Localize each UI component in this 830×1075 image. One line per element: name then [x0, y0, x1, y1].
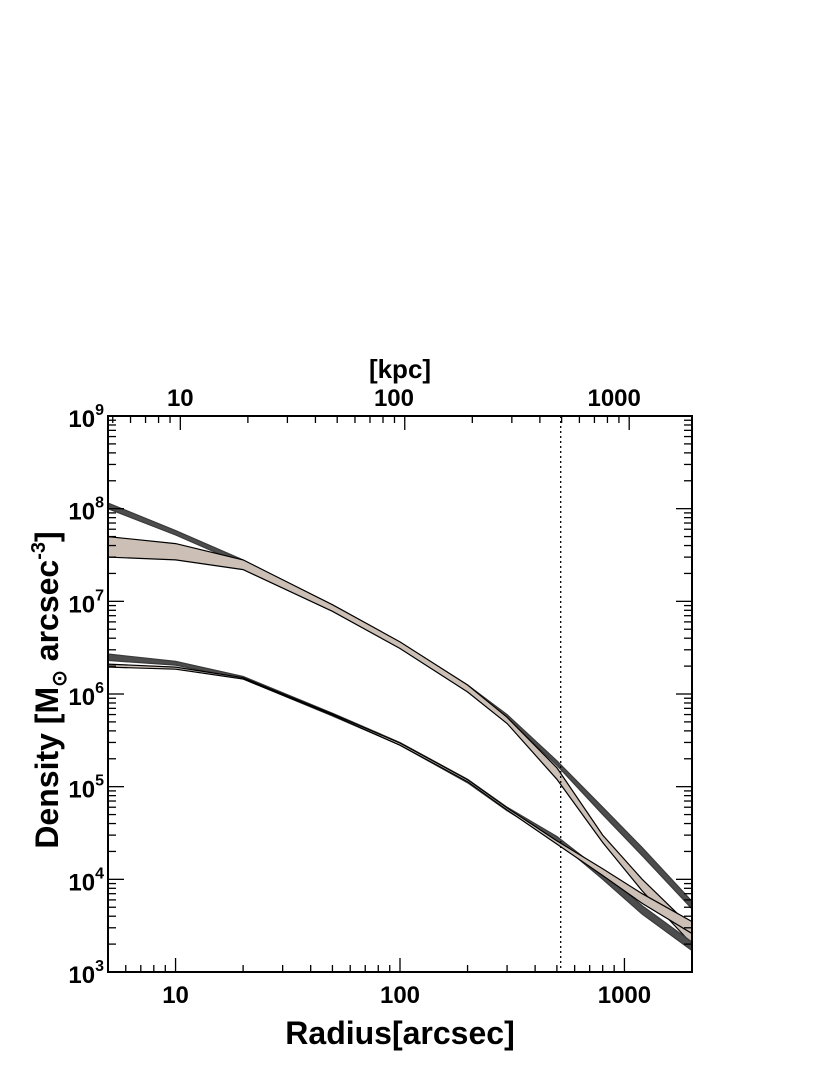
- y-tick-base: 10: [68, 406, 95, 433]
- y-tick-exp: 6: [95, 680, 104, 697]
- y-tick-label: 103: [68, 958, 104, 989]
- y-title-sup: -3: [28, 542, 50, 560]
- x-axis-title: Radius[arcsec]: [285, 1015, 514, 1051]
- y-tick-exp: 7: [95, 587, 104, 604]
- profile-band-1: [107, 502, 693, 911]
- y-tick-exp: 4: [95, 865, 104, 882]
- axis-ticks: [107, 415, 693, 973]
- x-tick-label: 10: [162, 982, 189, 1009]
- y-title-pre: Density [M: [29, 687, 65, 849]
- y-tick-label: 104: [68, 865, 104, 896]
- top-tick-label: 1000: [587, 385, 640, 412]
- y-axis-title: Density [M⊙ arcsec-3]: [28, 531, 71, 848]
- y-tick-base: 10: [68, 777, 95, 804]
- y-tick-base: 10: [68, 869, 95, 896]
- plot-frame: [107, 415, 693, 973]
- y-tick-exp: 9: [95, 402, 104, 419]
- y-tick-label: 106: [68, 680, 104, 711]
- y-tick-base: 10: [68, 499, 95, 526]
- x-tick-label: 1000: [598, 982, 651, 1009]
- y-tick-label: 109: [68, 402, 104, 433]
- y-tick-exp: 3: [95, 958, 104, 975]
- top-tick-label: 100: [374, 385, 414, 412]
- y-title-post: ]: [29, 531, 65, 542]
- y-tick-exp: 8: [95, 495, 104, 512]
- top-tick-label: 10: [167, 385, 194, 412]
- profile-band-4: [107, 663, 693, 935]
- y-tick-base: 10: [68, 591, 95, 618]
- profile-bands: [107, 502, 693, 952]
- top-axis-title: [kpc]: [369, 354, 431, 384]
- y-title-mid: arcsec: [29, 560, 65, 670]
- sun-symbol: ⊙: [49, 670, 71, 687]
- profile-band-3: [107, 653, 693, 952]
- y-tick-label: 108: [68, 495, 104, 526]
- profile-band-2: [107, 535, 693, 946]
- y-tick-label: 105: [68, 773, 104, 804]
- y-tick-base: 10: [68, 684, 95, 711]
- y-tick-label: 107: [68, 587, 104, 618]
- y-tick-base: 10: [68, 962, 95, 989]
- y-tick-exp: 5: [95, 773, 104, 790]
- x-tick-label: 100: [380, 982, 420, 1009]
